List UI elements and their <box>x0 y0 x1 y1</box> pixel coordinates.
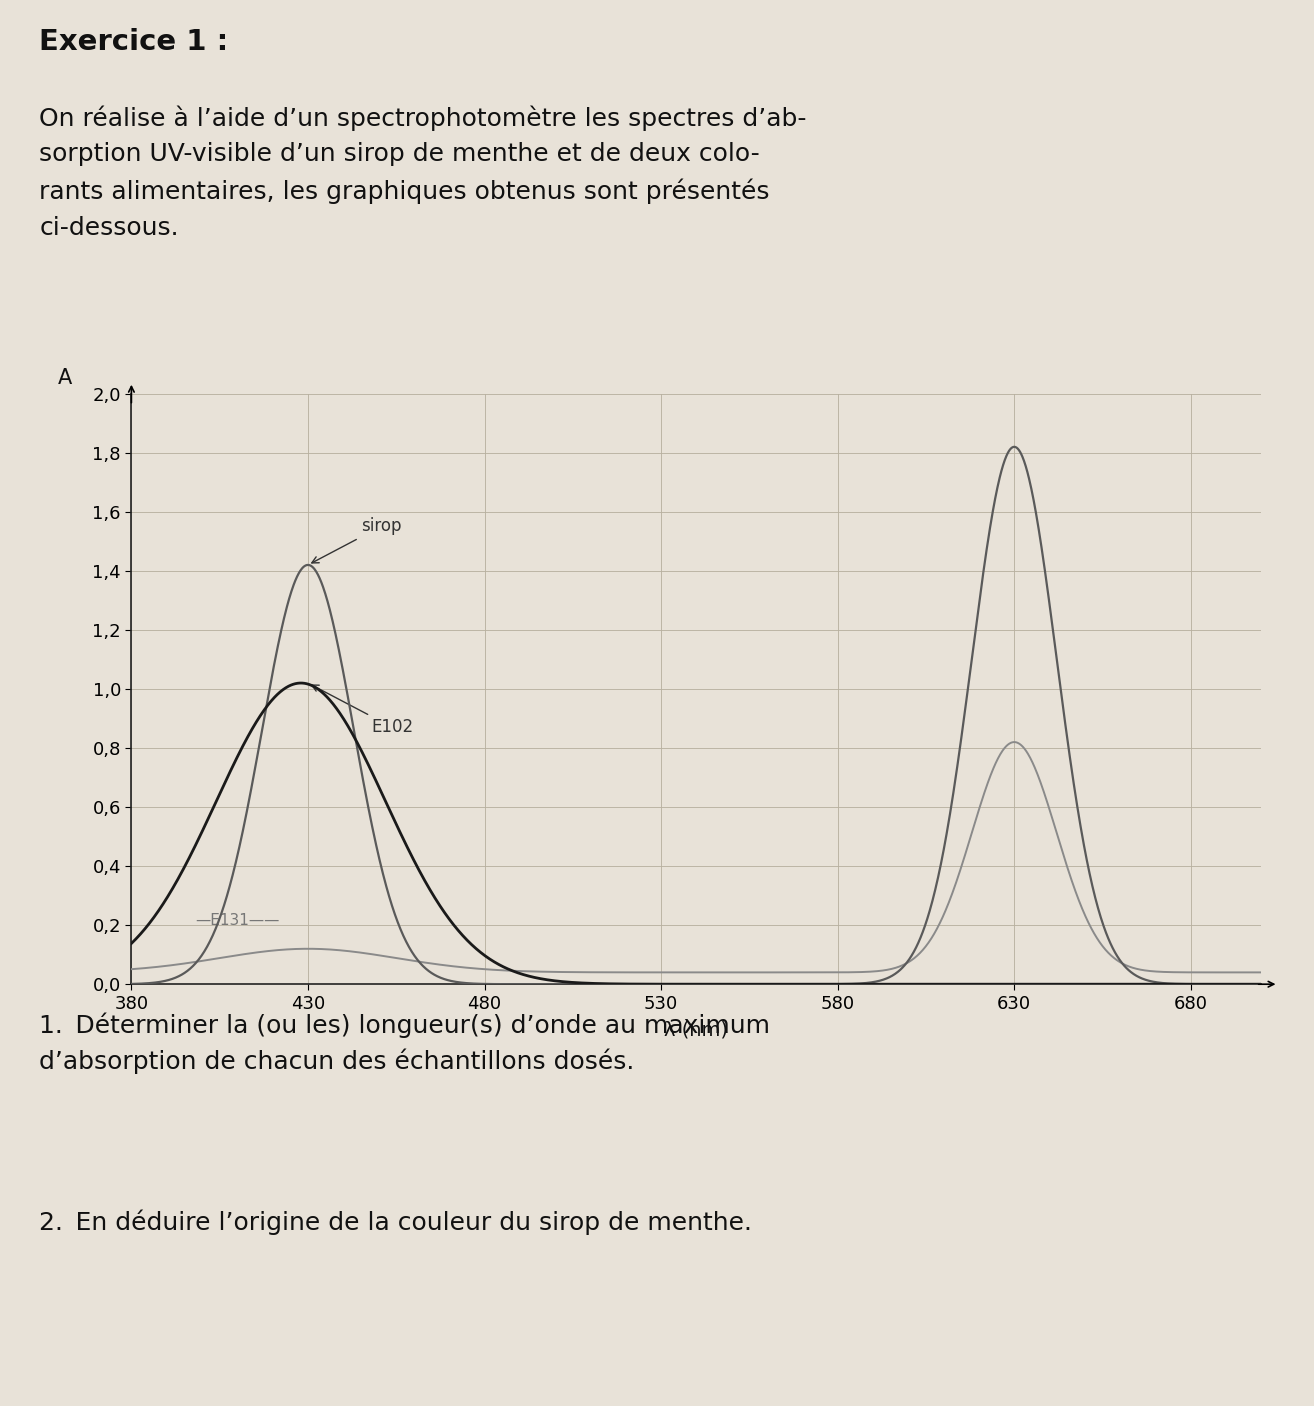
Text: sirop: sirop <box>311 517 402 562</box>
Text: —E131——: —E131—— <box>194 914 280 928</box>
Text: 1. Déterminer la (ou les) longueur(s) d’onde au maximum
d’absorption de chacun d: 1. Déterminer la (ou les) longueur(s) d’… <box>39 1012 770 1074</box>
Text: Exercice 1 :: Exercice 1 : <box>39 28 229 56</box>
Text: On réalise à l’aide d’un spectrophotomètre les spectres d’ab-
sorption UV-visibl: On réalise à l’aide d’un spectrophotomèt… <box>39 105 807 239</box>
X-axis label: λ (nm): λ (nm) <box>665 1021 728 1040</box>
Text: E102: E102 <box>311 685 414 737</box>
Text: A: A <box>58 368 72 388</box>
Text: 2. En déduire l’origine de la couleur du sirop de menthe.: 2. En déduire l’origine de la couleur du… <box>39 1209 753 1234</box>
